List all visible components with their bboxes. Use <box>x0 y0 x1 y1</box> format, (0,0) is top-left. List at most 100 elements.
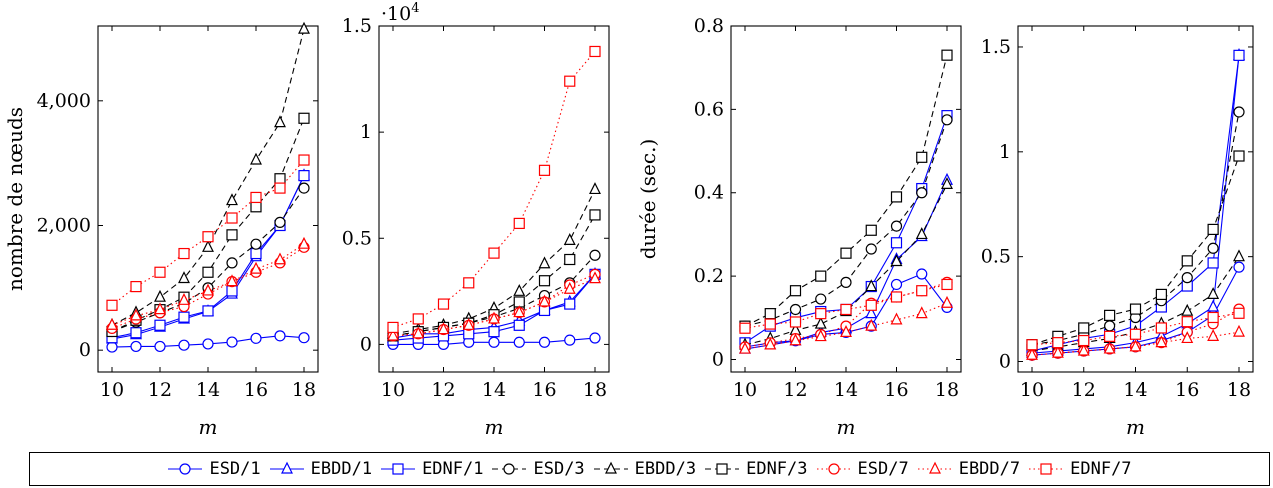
x-tick-label: 18 <box>935 379 959 401</box>
x-tick-label: 14 <box>1123 379 1147 401</box>
x-tick-label: 12 <box>148 379 172 401</box>
data-point <box>563 281 576 294</box>
legend-swatch <box>269 461 304 474</box>
series-line <box>392 273 596 337</box>
data-point <box>250 247 262 260</box>
y-tick-label: 0.5 <box>342 227 372 249</box>
data-point <box>387 321 399 334</box>
data-point <box>916 285 928 297</box>
y-tick-label: 0 <box>999 351 1011 373</box>
legend-item: EBDD/3 <box>593 459 696 479</box>
data-point <box>250 261 262 274</box>
data-point <box>1181 303 1194 316</box>
data-point <box>412 326 425 339</box>
x-tick-label: 16 <box>1175 379 1199 401</box>
x-tick-label: 12 <box>783 379 807 401</box>
data-point <box>941 114 953 126</box>
data-point <box>1207 287 1220 300</box>
data-point <box>130 327 142 339</box>
data-point <box>941 278 953 291</box>
data-point <box>739 322 751 334</box>
data-point <box>563 233 576 245</box>
legend-marker <box>827 463 840 475</box>
data-point <box>1207 257 1219 269</box>
data-point <box>840 247 852 259</box>
data-point <box>387 328 399 341</box>
data-point <box>202 231 214 243</box>
data-point <box>814 316 827 329</box>
data-point <box>1233 261 1245 273</box>
legend-swatch <box>492 463 527 475</box>
data-point <box>1026 347 1038 360</box>
data-point <box>202 239 214 252</box>
data-point <box>1104 320 1116 332</box>
data-point <box>739 341 751 354</box>
data-point <box>890 191 903 203</box>
y-tick-label: 1.5 <box>981 36 1011 58</box>
chart-panel-3: 10 12 14 16 18 0 0.2 0.4 0.6 0.8 m durée (sec.) <box>636 15 962 439</box>
data-point <box>178 271 190 284</box>
data-point <box>1233 324 1245 337</box>
legend-item: EDNF/1 <box>380 459 483 479</box>
data-point <box>1181 255 1193 267</box>
data-point <box>865 299 877 311</box>
data-point <box>865 224 877 236</box>
x-tick-label: 14 <box>196 379 220 401</box>
data-point <box>764 318 776 330</box>
y-tick-label: 0.6 <box>694 98 724 120</box>
data-point <box>890 220 903 232</box>
data-point <box>865 318 878 331</box>
data-point <box>1104 309 1116 321</box>
data-point <box>538 336 551 348</box>
data-point <box>130 280 142 293</box>
data-point <box>154 340 166 353</box>
data-point <box>589 249 601 261</box>
data-point <box>513 319 525 331</box>
y-tick-label: 0 <box>79 339 91 361</box>
legend-label: EDNF/3 <box>746 459 808 479</box>
data-point <box>1233 106 1245 118</box>
data-point <box>154 266 166 278</box>
data-point <box>789 303 802 316</box>
x-axis-label: m <box>837 415 856 439</box>
data-point <box>298 112 310 124</box>
legend-swatch <box>1029 463 1064 475</box>
y-tick-label: 0.8 <box>694 15 724 37</box>
data-point <box>815 308 827 320</box>
data-point <box>202 283 214 296</box>
legend-marker <box>280 461 293 474</box>
data-point <box>1207 223 1219 236</box>
series-line <box>111 246 305 329</box>
data-point <box>589 271 601 284</box>
data-point <box>250 332 262 344</box>
y-tick-label: 4,000 <box>37 90 91 112</box>
x-axis-label: m <box>1126 415 1145 439</box>
legend-swatch <box>168 463 203 475</box>
data-point <box>226 193 238 206</box>
y-tick-label: 0 <box>712 348 724 370</box>
data-point <box>202 266 214 278</box>
y-tick-label: 1.5 <box>342 15 372 37</box>
series-ednf-7 <box>1026 307 1245 351</box>
data-point <box>1233 307 1245 319</box>
legend-label: ESD/7 <box>857 459 909 479</box>
data-point <box>226 285 238 297</box>
data-point <box>1129 303 1142 315</box>
x-tick-label: 16 <box>884 379 908 401</box>
data-point <box>564 75 576 87</box>
data-point <box>589 45 601 58</box>
data-point <box>226 257 238 269</box>
data-point <box>178 247 190 260</box>
x-tick-label: 14 <box>482 379 506 401</box>
x-tick-label: 18 <box>1227 379 1251 401</box>
data-point <box>1052 337 1064 349</box>
series-ednf-7 <box>387 45 601 334</box>
data-point <box>840 325 852 337</box>
y-tick-label: 0.5 <box>981 246 1011 268</box>
legend-marker <box>503 463 516 475</box>
data-point <box>865 279 878 292</box>
data-point <box>890 254 903 267</box>
x-tick-label: 10 <box>733 379 757 401</box>
series-esd-3 <box>739 114 953 332</box>
axis-scale-label: ·104 <box>381 1 420 25</box>
